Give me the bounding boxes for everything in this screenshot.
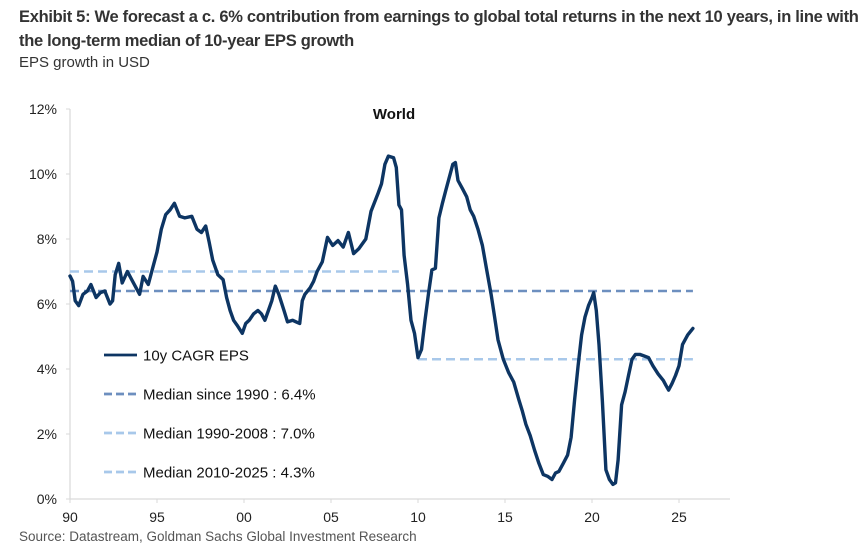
y-tick-label: 4% xyxy=(37,361,57,377)
legend: 10y CAGR EPS Median since 1990 : 6.4% Medi… xyxy=(104,348,316,482)
x-tick-label: 00 xyxy=(236,509,252,525)
panel-title: World xyxy=(373,106,415,123)
y-tick-label: 10% xyxy=(29,166,57,182)
x-tick-label: 25 xyxy=(671,509,687,525)
x-tick-label: 20 xyxy=(584,509,600,525)
legend-label-0: 10y CAGR EPS xyxy=(143,348,249,365)
exhibit-title: Exhibit 5: We forecast a c. 6% contribut… xyxy=(19,8,859,50)
source-note: Source: Datastream, Goldman Sachs Global… xyxy=(19,529,417,544)
y-tick-label: 2% xyxy=(37,426,57,442)
y-tick-label: 12% xyxy=(29,101,57,117)
legend-label-2: Median 1990-2008 : 7.0% xyxy=(143,426,315,443)
y-tick-label: 0% xyxy=(37,491,57,507)
series-lines xyxy=(68,154,695,487)
y-tick-label: 8% xyxy=(37,231,57,247)
x-tick-label: 10 xyxy=(410,509,426,525)
x-tick-label: 90 xyxy=(62,509,78,525)
axes: 0% 2% 4% 6% 8% 10% 12% 90 95 00 05 10 15 20 25 xyxy=(29,101,730,525)
eps-cagr-line xyxy=(68,154,695,487)
legend-label-1: Median since 1990 : 6.4% xyxy=(143,387,316,404)
legend-label-3: Median 2010-2025 : 4.3% xyxy=(143,465,315,482)
x-tick-label: 95 xyxy=(149,509,165,525)
exhibit-subtitle: EPS growth in USD xyxy=(19,54,150,71)
y-tick-label: 6% xyxy=(37,296,57,312)
x-tick-label: 05 xyxy=(323,509,339,525)
x-tick-label: 15 xyxy=(497,509,513,525)
median-lines xyxy=(70,270,693,361)
